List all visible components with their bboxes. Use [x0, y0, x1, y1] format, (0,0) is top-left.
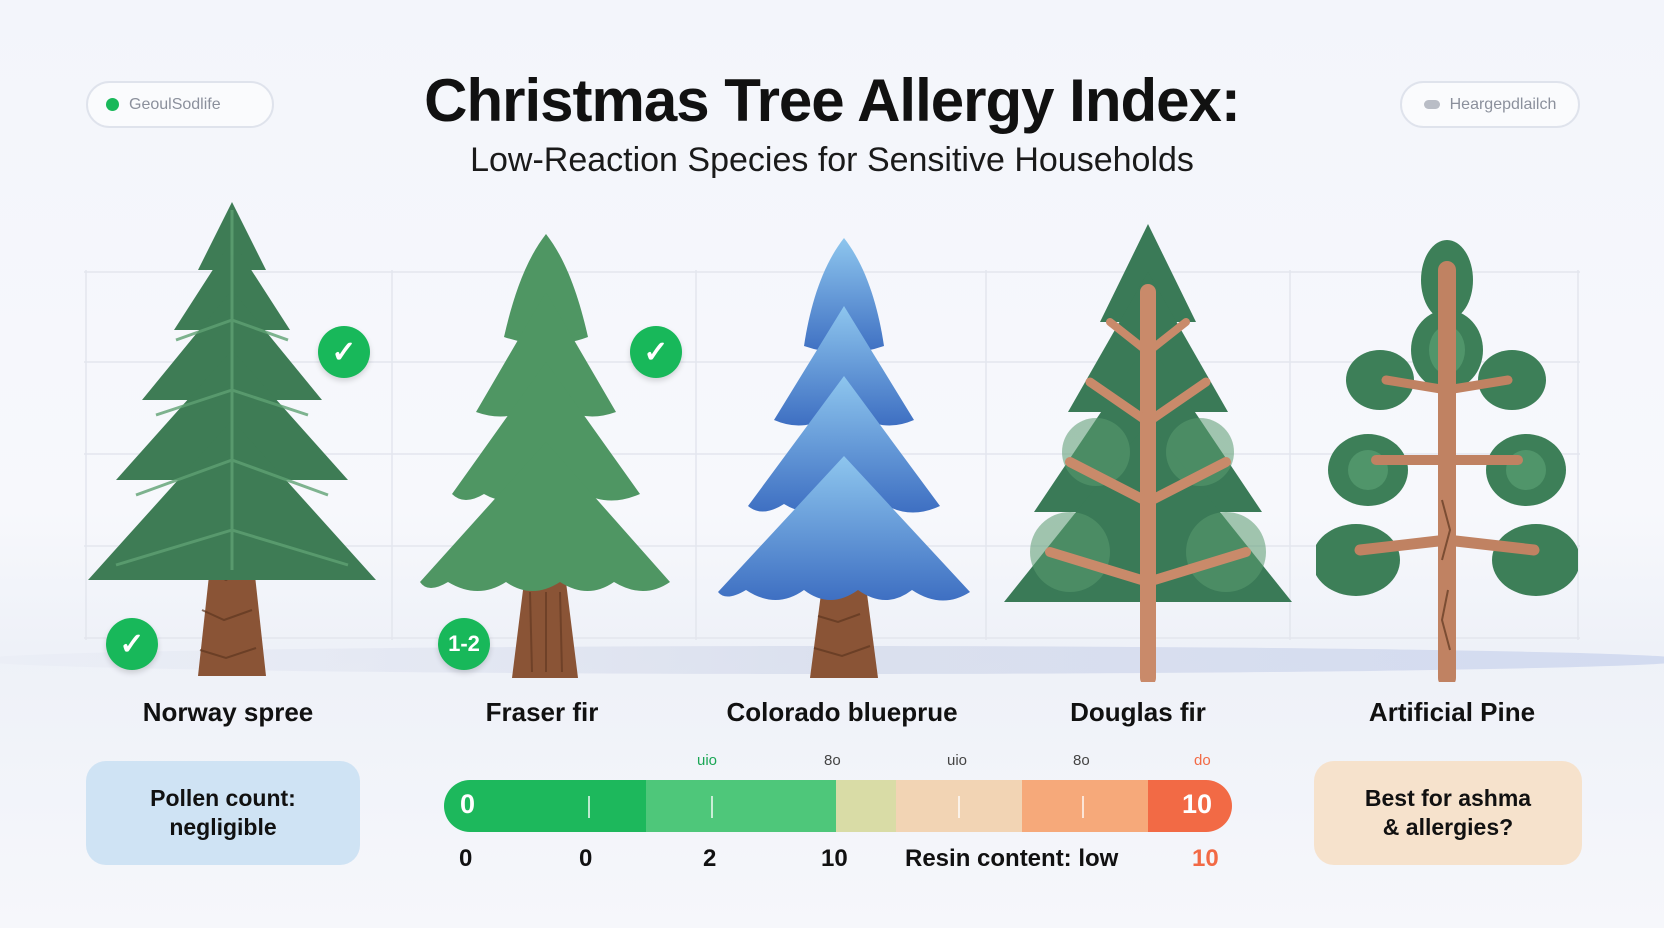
page-subtitle: Low-Reaction Species for Sensitive House…: [470, 141, 1194, 179]
tree-name-douglas-fir: Douglas fir: [1070, 697, 1206, 727]
scale-bottom-label: 2: [703, 845, 717, 872]
fir-tree-icon: [420, 234, 670, 678]
tree-name-fraser-fir: Fraser fir: [485, 697, 599, 727]
scale-start-value: 0: [460, 789, 476, 819]
check-icon: ✓: [106, 618, 158, 670]
scale-segment: [1148, 780, 1232, 832]
scale-segment: [646, 780, 836, 832]
pollen-count-card: Pollen count: negligible: [86, 761, 360, 865]
scale-bottom-label: 10: [821, 845, 848, 872]
scale-top-label: 8o: [1073, 752, 1090, 769]
douglas-fir-tree-icon: [1004, 224, 1292, 682]
scale-bottom-label: 0: [459, 845, 473, 872]
status-pill[interactable]: GeoulSodlife: [86, 81, 274, 128]
scale-segment: [444, 780, 646, 832]
allergy-scale: 0 10: [444, 780, 1232, 832]
resin-content-label: Resin content: low: [905, 845, 1119, 872]
scale-top-label: uio: [947, 752, 968, 769]
tree-name-norway-spruce: Norway spree: [142, 697, 314, 727]
pollen-card-line2: negligible: [169, 814, 277, 840]
tree-name-colorado-blue-spruce: Colorado blueprue: [726, 697, 958, 727]
scale-segment: [1022, 780, 1148, 832]
scale-tick: [588, 796, 590, 818]
allergy-scale-bar: [444, 780, 1232, 832]
blue-spruce-tree-icon: [718, 238, 970, 678]
scale-tick: [958, 796, 960, 818]
range-badge: 1-2: [438, 618, 490, 670]
scale-tick: [711, 796, 713, 818]
status-dot-icon: [106, 98, 119, 111]
scale-top-label: do: [1194, 752, 1211, 769]
check-icon: ✓: [630, 326, 682, 378]
check-icon: ✓: [318, 326, 370, 378]
scale-segment: [836, 780, 896, 832]
spruce-tree-icon: [88, 202, 376, 676]
scale-top-label: 8o: [824, 752, 841, 769]
scale-tick: [1082, 796, 1084, 818]
toggle-icon: [1423, 100, 1440, 109]
best-card-line2: & allergies?: [1382, 814, 1514, 840]
best-card-line1: Best for ashma: [1364, 785, 1532, 811]
page-title: Christmas Tree Allergy Index:: [424, 67, 1241, 134]
toggle-pill-label: Heargepdlailch: [1449, 95, 1557, 113]
scale-top-label: uio: [697, 752, 718, 769]
toggle-pill[interactable]: Heargepdlailch: [1400, 81, 1580, 128]
pollen-card-line1: Pollen count:: [150, 785, 296, 811]
best-for-allergies-card: Best for ashma & allergies?: [1314, 761, 1582, 865]
tree-name-artificial-pine: Artificial Pine: [1368, 697, 1536, 727]
status-pill-label: GeoulSodlife: [129, 95, 221, 113]
scale-bottom-label: 10: [1192, 845, 1219, 872]
scale-end-value: 10: [1182, 789, 1213, 819]
pine-tree-icon: [1316, 240, 1578, 682]
scale-bottom-label: 0: [579, 845, 593, 872]
